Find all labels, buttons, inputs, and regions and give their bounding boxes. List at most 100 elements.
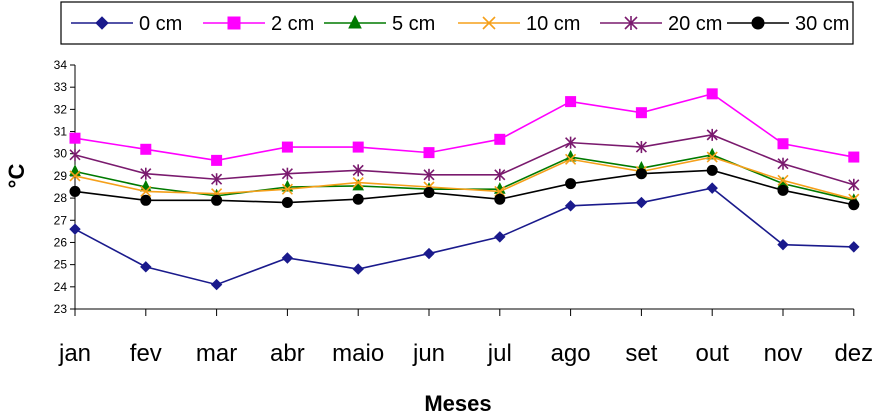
data-point-marker (624, 16, 638, 30)
data-point-marker (352, 178, 365, 191)
data-point-marker (565, 178, 577, 190)
series-30-cm (69, 164, 860, 211)
data-point-marker (635, 196, 648, 209)
data-point-marker (777, 157, 789, 170)
data-point-marker (482, 16, 496, 30)
data-point-marker (211, 173, 223, 186)
data-point-marker (281, 141, 293, 153)
data-point-marker (706, 164, 718, 176)
data-point-marker (706, 88, 718, 100)
data-point-marker (848, 199, 860, 211)
data-point-marker (423, 168, 435, 181)
data-point-marker (281, 252, 294, 264)
data-point-marker (777, 138, 789, 150)
legend-label: 10 cm (526, 13, 580, 35)
data-point-marker (777, 238, 789, 251)
legend-label: 2 cm (271, 13, 314, 35)
x-tick-label: mar (196, 340, 237, 367)
data-point-marker (69, 185, 81, 197)
data-point-marker (69, 170, 81, 182)
data-point-marker (210, 278, 223, 291)
series-line (74, 92, 854, 162)
data-point-marker (494, 231, 506, 243)
x-tick-label: jul (487, 340, 512, 367)
data-point-marker (281, 167, 293, 180)
y-tick-label: 29 (54, 169, 68, 183)
data-point-marker (494, 168, 506, 181)
legend-entry: 0 cm (71, 13, 182, 35)
data-point-marker (348, 14, 362, 29)
legend-entry: 10 cm (458, 13, 580, 35)
x-tick-label: out (696, 340, 730, 367)
data-point-marker (140, 194, 152, 206)
y-tick-label: 28 (54, 191, 68, 205)
data-point-marker (211, 154, 223, 166)
series-20-cm (69, 128, 860, 191)
data-point-marker (352, 164, 364, 177)
data-point-marker (352, 176, 364, 189)
legend-label: 0 cm (139, 13, 182, 35)
data-point-marker (140, 261, 152, 273)
legend-entry: 30 cm (727, 13, 849, 35)
series-2-cm (69, 88, 860, 166)
data-point-marker (423, 147, 435, 159)
data-point-marker (95, 16, 109, 30)
data-point-marker (565, 96, 577, 108)
series-line (74, 134, 855, 186)
data-point-marker (848, 241, 860, 253)
x-tick-label: nov (764, 340, 803, 367)
legend-box (60, 1, 854, 45)
legend: 0 cm 2 cm 5 cm 10 cm 20 cm 30 cm (60, 1, 854, 45)
data-point-marker (564, 200, 577, 212)
legend-label: 30 cm (795, 13, 849, 35)
series-0-cm (69, 182, 860, 291)
y-tick-label: 26 (54, 235, 68, 249)
data-point-marker (140, 143, 152, 155)
data-point-marker (423, 247, 435, 260)
y-tick-label: 25 (54, 258, 68, 272)
x-axis-label: Meses (424, 391, 491, 416)
plot-axes: 23 24 25 26 27 28 29 30 31 32 33 34 jan fev mar abr maio… (54, 58, 874, 367)
legend-label: 5 cm (392, 13, 435, 35)
y-tick-label: 30 (54, 147, 68, 161)
series-layer (69, 88, 860, 291)
data-point-marker (227, 16, 241, 30)
x-tick-label: jun (412, 340, 445, 367)
y-tick-label: 33 (54, 80, 68, 94)
data-point-marker (140, 167, 152, 180)
x-tick-label: maio (332, 340, 384, 367)
legend-label: 20 cm (668, 13, 722, 35)
series-line (74, 156, 855, 200)
y-tick-label: 27 (54, 213, 68, 227)
x-tick-label: abr (270, 340, 305, 367)
data-point-marker (69, 223, 81, 235)
data-point-marker (494, 193, 506, 205)
x-tick-label: jan (58, 340, 91, 367)
y-axis-label: °C (4, 164, 29, 189)
y-tick-label: 24 (54, 280, 68, 294)
data-point-marker (211, 194, 223, 206)
data-point-marker (69, 148, 81, 161)
data-point-marker (706, 182, 718, 194)
data-point-marker (635, 168, 647, 180)
data-point-marker (352, 193, 364, 205)
data-point-marker (281, 183, 293, 195)
data-point-marker (69, 132, 81, 144)
data-point-marker (69, 164, 81, 176)
data-point-marker (706, 128, 718, 141)
data-point-marker (848, 151, 860, 163)
data-point-marker (751, 16, 765, 30)
legend-entry: 2 cm (203, 13, 314, 35)
x-tick-label: ago (551, 340, 591, 367)
y-tick-label: 32 (54, 102, 68, 116)
x-tick-label: fev (130, 340, 162, 367)
data-point-marker (848, 178, 860, 191)
legend-entry: 20 cm (600, 13, 722, 35)
data-point-marker (565, 136, 577, 149)
data-point-marker (494, 133, 506, 145)
series-line (74, 187, 854, 286)
data-point-marker (635, 107, 647, 119)
data-point-marker (423, 187, 435, 199)
data-point-marker (352, 263, 364, 275)
